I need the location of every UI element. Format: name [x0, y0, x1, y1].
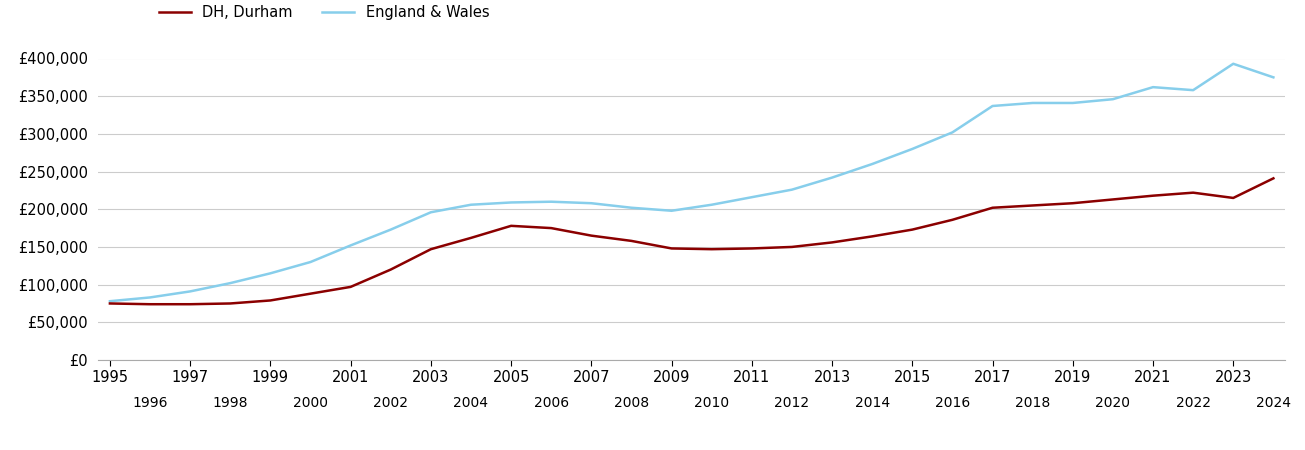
England & Wales — [222, 280, 238, 286]
DH, Durham — [262, 298, 278, 303]
England & Wales — [543, 199, 559, 204]
DH, Durham — [744, 246, 760, 251]
England & Wales — [262, 270, 278, 276]
England & Wales — [744, 194, 760, 200]
DH, Durham — [624, 238, 639, 243]
DH, Durham — [543, 225, 559, 231]
DH, Durham — [504, 223, 519, 229]
DH, Durham — [423, 247, 438, 252]
DH, Durham — [985, 205, 1001, 211]
DH, Durham — [343, 284, 359, 290]
DH, Durham — [303, 291, 318, 297]
England & Wales — [382, 227, 398, 232]
DH, Durham — [1024, 203, 1040, 208]
England & Wales — [303, 259, 318, 265]
England & Wales — [1225, 61, 1241, 67]
DH, Durham — [222, 301, 238, 306]
DH, Durham — [864, 234, 880, 239]
England & Wales — [142, 295, 158, 300]
England & Wales — [183, 289, 198, 294]
England & Wales — [1024, 100, 1040, 106]
DH, Durham — [703, 247, 719, 252]
England & Wales — [1065, 100, 1081, 106]
England & Wales — [864, 161, 880, 166]
DH, Durham — [1225, 195, 1241, 201]
DH, Durham — [583, 233, 599, 238]
England & Wales — [664, 208, 680, 213]
DH, Durham — [825, 240, 840, 245]
England & Wales — [1266, 75, 1282, 80]
England & Wales — [343, 243, 359, 248]
DH, Durham — [1065, 201, 1081, 206]
England & Wales — [1146, 85, 1161, 90]
DH, Durham — [945, 217, 960, 222]
DH, Durham — [1105, 197, 1121, 202]
England & Wales — [423, 210, 438, 215]
DH, Durham — [1185, 190, 1201, 195]
DH, Durham — [904, 227, 920, 232]
DH, Durham — [382, 267, 398, 272]
England & Wales — [1185, 87, 1201, 93]
DH, Durham — [784, 244, 800, 250]
DH, Durham — [183, 302, 198, 307]
DH, Durham — [1266, 176, 1282, 181]
DH, Durham — [102, 301, 117, 306]
England & Wales — [703, 202, 719, 207]
DH, Durham — [664, 246, 680, 251]
England & Wales — [463, 202, 479, 207]
England & Wales — [985, 104, 1001, 109]
Line: England & Wales: England & Wales — [110, 64, 1274, 301]
DH, Durham — [1146, 193, 1161, 198]
England & Wales — [784, 187, 800, 192]
England & Wales — [825, 175, 840, 180]
England & Wales — [583, 201, 599, 206]
England & Wales — [945, 130, 960, 135]
England & Wales — [504, 200, 519, 205]
DH, Durham — [463, 235, 479, 241]
England & Wales — [624, 205, 639, 211]
England & Wales — [102, 298, 117, 304]
Legend: DH, Durham, England & Wales: DH, Durham, England & Wales — [153, 0, 495, 26]
DH, Durham — [142, 302, 158, 307]
England & Wales — [904, 146, 920, 152]
England & Wales — [1105, 96, 1121, 102]
Line: DH, Durham: DH, Durham — [110, 178, 1274, 304]
